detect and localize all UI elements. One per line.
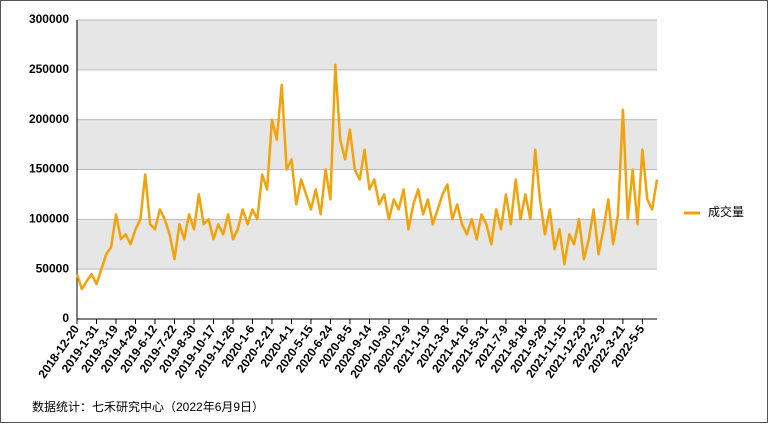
line-series [75,63,659,291]
y-tick-label: 250000 [29,62,69,76]
y-tick-label: 0 [62,311,69,325]
source-note: 数据统计：七禾研究中心（2022年6月9日） [32,399,264,414]
grid-band [77,219,657,270]
y-tick-label: 200000 [29,112,69,126]
y-tick-label: 50000 [36,261,70,275]
y-tick-label: 150000 [29,162,69,176]
y-tick-label: 100000 [29,212,69,226]
grid-band [77,20,657,70]
legend-label: 成交量 [708,204,744,219]
y-tick-label: 300000 [29,12,69,26]
